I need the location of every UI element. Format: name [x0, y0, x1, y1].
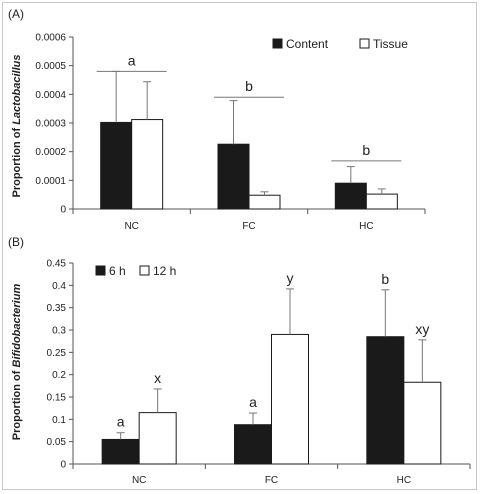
panel-b-y-tick-label: 0.35 [47, 303, 67, 314]
panel-a-x-tick-label: FC [242, 221, 255, 232]
panel-a-legend-swatch [359, 38, 370, 49]
panel-b-significance-letter: a [249, 394, 257, 410]
panel-b-legend: 6 h 12 h [95, 264, 176, 278]
panel-b-y-tick-label: 0.05 [47, 437, 67, 448]
panel-a: (A) Proportion of Lactobacillus 0 0.0001 0… [8, 7, 426, 232]
panel-b-significance-letter: xy [415, 321, 429, 337]
panel-a-y-tick-label: 0 [60, 205, 66, 216]
panel-b-ylabel-prefix: Proportion of [11, 368, 23, 441]
panel-a-ylabel-prefix: Proportion of [11, 125, 23, 198]
panel-a-bar-tissue [131, 119, 164, 210]
panel-b-bar-6-h [234, 424, 272, 465]
panel-b-label: (B) [8, 235, 24, 249]
panel-b-y-tick-label: 0.45 [47, 259, 67, 270]
panel-a-bar-content [334, 182, 367, 210]
panel-b-significance-letter: b [381, 271, 389, 287]
panel-a-group-letter: a [128, 52, 136, 68]
panel-a-legend-swatch [272, 38, 283, 49]
panel-a-bar-tissue [365, 193, 398, 210]
panel-a-y-tick-label: 0.0006 [35, 33, 66, 44]
panel-a-y-tick-label: 0.0004 [35, 90, 66, 101]
panel-b-y-tick-label: 0.25 [47, 348, 67, 359]
panel-a-bar-content [217, 143, 250, 210]
panel-b-bar-6-h [366, 336, 405, 465]
panel-a-label: (A) [8, 7, 24, 21]
panel-b-legend-swatch [139, 265, 150, 276]
panel-b-x-tick-label: NC [132, 475, 146, 486]
panel-a-y-tick-label: 0.0003 [35, 119, 66, 130]
panel-b-x-tick-label: FC [265, 475, 278, 486]
panel-b-y-axis-label: Proportion of Bifidobacterium [11, 284, 23, 441]
panel-a-legend-label: Content [286, 37, 329, 51]
panel-a-legend: Content Tissue [272, 37, 408, 51]
panel-a-group-letter: b [362, 142, 370, 158]
panel-b-y-tick-label: 0 [60, 460, 66, 471]
panel-a-y-tick-label: 0.0001 [35, 176, 66, 187]
panel-a-x-tick-label: HC [359, 221, 373, 232]
panel-b-bar-12-h [138, 412, 177, 465]
panel-b-x-tick-label: HC [397, 475, 411, 486]
panel-a-y-axis-label: Proportion of Lactobacillus [11, 54, 23, 197]
panel-b-legend-label: 12 h [153, 264, 176, 278]
panel-b-y-tick-label: 0.1 [52, 415, 66, 426]
panel-b-y-tick-label: 0.4 [52, 281, 66, 292]
panel-b: (B) Proportion of Bifidobacterium 0 0.05 0… [8, 235, 471, 486]
panel-b-legend-swatch [95, 265, 106, 276]
panel-a-legend-label: Tissue [373, 37, 408, 51]
panel-a-x-tick-label: NC [124, 221, 138, 232]
panel-a-y-tick-label: 0.0002 [35, 147, 66, 158]
panel-b-y-tick-label: 0.15 [47, 393, 67, 404]
panel-a-y-tick-label: 0.0005 [35, 61, 66, 72]
panel-b-y-tick-label: 0.2 [52, 370, 66, 381]
panel-b-ylabel-taxon: Bifidobacterium [11, 284, 23, 368]
panel-a-bar-content [100, 121, 133, 210]
panel-b-significance-letter: y [287, 270, 294, 286]
panel-b-legend-label: 6 h [109, 264, 126, 278]
panel-b-y-tick-label: 0.3 [52, 326, 66, 337]
panel-a-group-letter: b [245, 78, 253, 94]
panel-b-bar-12-h [403, 381, 442, 465]
panel-b-significance-letter: x [154, 370, 161, 386]
panel-b-bar-6-h [101, 438, 140, 465]
panel-a-ylabel-taxon: Lactobacillus [11, 54, 23, 124]
panel-b-bar-12-h [271, 333, 309, 465]
panel-a-bar-tissue [248, 194, 281, 210]
panel-b-significance-letter: a [117, 414, 125, 430]
